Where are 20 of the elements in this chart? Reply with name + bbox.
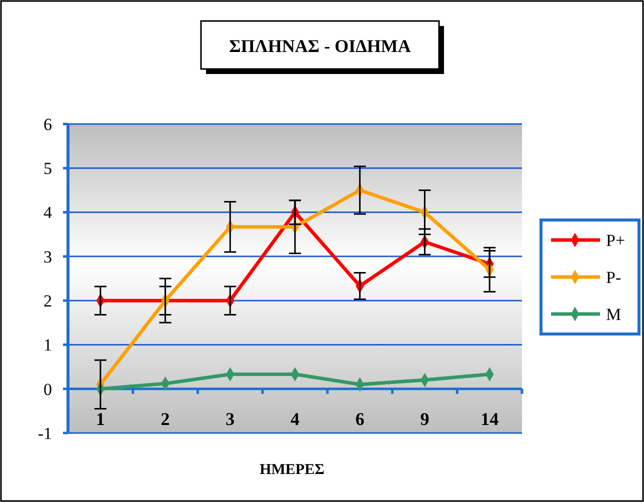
- y-tick-label: 4: [44, 203, 52, 222]
- y-tick-label: 6: [44, 114, 52, 134]
- legend-label: P-: [606, 268, 622, 287]
- y-tick-label: 2: [44, 292, 52, 311]
- y-tick-label: 5: [44, 159, 52, 178]
- y-tick-label: 1: [44, 336, 52, 355]
- x-tick-label: 3: [226, 409, 235, 429]
- x-tick-label: 2: [160, 409, 170, 429]
- x-tick-label: 14: [480, 409, 499, 429]
- legend-label: P+: [606, 230, 626, 250]
- y-tick-label: 3: [44, 247, 52, 266]
- x-tick-label: 1: [96, 409, 105, 429]
- x-tick-label: 9: [420, 409, 430, 429]
- legend-label: M: [606, 304, 622, 324]
- x-axis-title: ΗΜΕΡΕΣ: [260, 462, 325, 478]
- y-tick-label: -1: [38, 424, 52, 443]
- y-tick-label: 0: [44, 380, 52, 399]
- x-tick-label: 4: [290, 409, 300, 429]
- x-tick-label: 6: [355, 409, 364, 429]
- chart-title: ΣΠΛΗΝΑΣ - ΟΙΔΗΜΑ: [229, 36, 411, 56]
